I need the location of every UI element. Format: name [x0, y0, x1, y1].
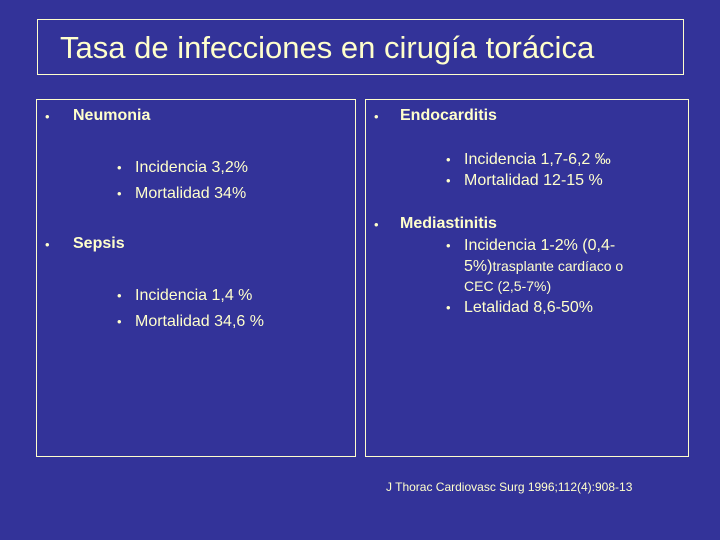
sub-bullet: • — [446, 300, 451, 315]
left-panel: • Neumonia • Incidencia 3,2% • Mortalidad … — [36, 99, 356, 457]
heading-mediastinitis: Mediastinitis — [400, 215, 497, 232]
sub-bullet: • — [117, 314, 122, 329]
sub-item: • Mortalidad 12-15 % — [446, 172, 603, 189]
sub-item: • Incidencia 1-2% (0,4- — [446, 237, 616, 254]
sub-item-continued: 5%)trasplante cardíaco o — [464, 258, 624, 275]
sub-item-continued: CEC (2,5-7%) — [464, 278, 552, 294]
sub-bullet: • — [117, 160, 122, 175]
sub-bullet: • — [446, 238, 451, 253]
bullet-marker: • — [374, 109, 379, 124]
sub-item: • Incidencia 1,7-6,2 ‰ — [446, 151, 611, 168]
sub-bullet: • — [446, 152, 451, 167]
heading-endocarditis: Endocarditis — [400, 107, 497, 124]
sub-bullet: • — [117, 288, 122, 303]
bullet-marker: • — [45, 109, 50, 124]
slide-title: Tasa de infecciones en cirugía torácica — [60, 30, 595, 65]
heading-neumonia: Neumonia — [73, 107, 151, 124]
right-panel: • Endocarditis • Incidencia 1,7-6,2 ‰ • Mo… — [365, 99, 689, 457]
title-box: Tasa de infecciones en cirugía torácica — [37, 19, 684, 75]
sub-item: • Incidencia 3,2% — [117, 159, 248, 176]
sub-item: • Mortalidad 34% — [117, 185, 247, 202]
sub-item: • Letalidad 8,6-50% — [446, 299, 593, 316]
sub-item: • Incidencia 1,4 % — [117, 287, 253, 304]
sub-bullet: • — [446, 173, 451, 188]
sub-bullet: • — [117, 186, 122, 201]
sub-item: • Mortalidad 34,6 % — [117, 313, 264, 330]
reference-citation: J Thorac Cardiovasc Surg 1996;112(4):908… — [386, 480, 633, 494]
bullet-marker: • — [374, 217, 379, 232]
heading-sepsis: Sepsis — [73, 235, 125, 252]
bullet-marker: • — [45, 237, 50, 252]
